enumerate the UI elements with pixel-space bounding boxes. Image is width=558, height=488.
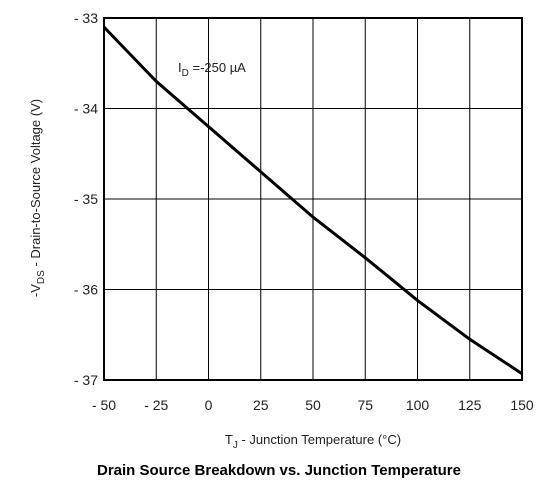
y-tick-label: - 35 <box>74 191 98 207</box>
plot-area-frame <box>103 17 523 381</box>
y-tick-label: - 34 <box>74 101 98 117</box>
id-annotation: ID =-250 µA <box>178 60 246 79</box>
x-tick-label: 150 <box>510 397 534 413</box>
x-tick-label: 0 <box>205 397 213 413</box>
x-axis-title: TJ - Junction Temperature (°C) <box>225 432 401 451</box>
y-tick-label: - 37 <box>74 372 98 388</box>
x-tick-label: - 25 <box>144 397 168 413</box>
x-tick-label: 50 <box>305 397 321 413</box>
x-tick-label: - 50 <box>92 397 116 413</box>
y-tick-label: - 36 <box>74 282 98 298</box>
x-tick-label: 25 <box>253 397 269 413</box>
x-tick-label: 75 <box>357 397 373 413</box>
x-tick-labels: - 50 - 25 0 25 50 75 100 125 150 <box>92 397 534 413</box>
y-tick-label: - 33 <box>74 10 98 26</box>
series-line <box>102 26 523 375</box>
x-tick-label: 100 <box>406 397 430 413</box>
x-tick-label: 125 <box>458 397 482 413</box>
chart-title: Drain Source Breakdown vs. Junction Temp… <box>97 462 461 479</box>
y-axis-title: -VDS - Drain-to-Source Voltage (V) <box>28 99 47 297</box>
y-tick-labels: - 33 - 34 - 35 - 36 - 37 <box>74 10 98 388</box>
